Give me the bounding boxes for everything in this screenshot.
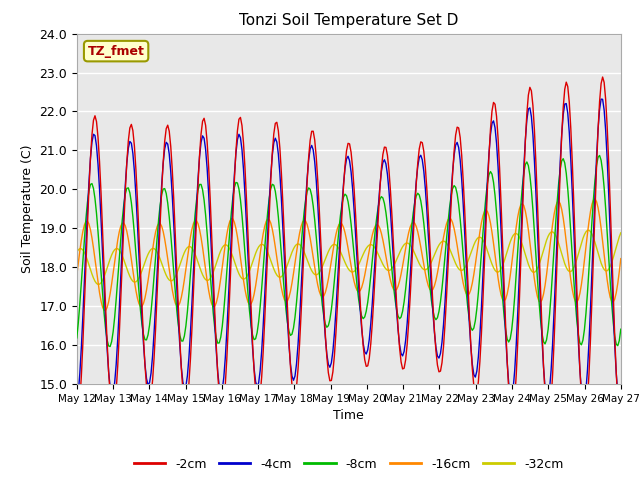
Y-axis label: Soil Temperature (C): Soil Temperature (C) [20,144,34,273]
Title: Tonzi Soil Temperature Set D: Tonzi Soil Temperature Set D [239,13,458,28]
X-axis label: Time: Time [333,409,364,422]
Legend: -2cm, -4cm, -8cm, -16cm, -32cm: -2cm, -4cm, -8cm, -16cm, -32cm [129,453,568,476]
Text: TZ_fmet: TZ_fmet [88,45,145,58]
